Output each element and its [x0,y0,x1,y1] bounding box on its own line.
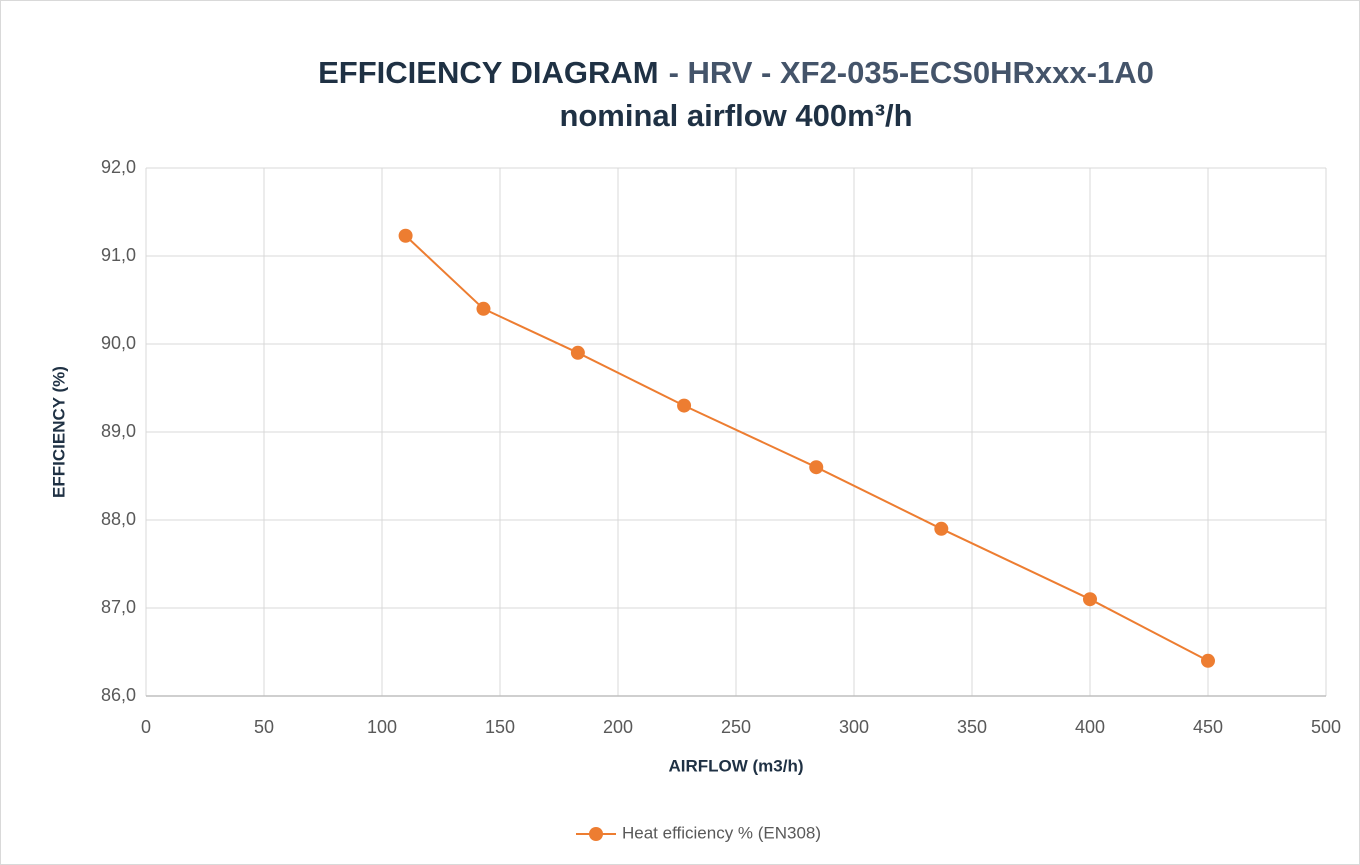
y-tick-label: 87,0 [101,597,136,617]
x-tick-label: 450 [1193,717,1223,737]
data-point [677,398,692,413]
legend-marker [589,827,603,841]
x-tick-label: 350 [957,717,987,737]
data-point [476,301,491,316]
y-tick-label: 91,0 [101,245,136,265]
title-detail: - HRV - XF2-035-ECS0HRxxx-1A0 [669,55,1154,90]
data-point [570,345,585,360]
series-line [404,235,1209,662]
chart-title: EFFICIENCY DIAGRAM - HRV - XF2-035-ECS0HR… [318,55,1154,90]
y-tick-label: 86,0 [101,685,136,705]
y-tick-label: 90,0 [101,333,136,353]
data-point [1201,653,1215,668]
x-tick-label: 100 [367,717,397,737]
x-tick-label: 150 [485,717,515,737]
x-tick-label: 400 [1075,717,1105,737]
data-point [809,460,824,475]
chart-subtitle: nominal airflow 400m³/h [559,98,912,133]
title-main: EFFICIENCY DIAGRAM [318,55,658,90]
y-axis-label: EFFICIENCY (%) [49,366,68,498]
x-tick-label: 500 [1311,717,1341,737]
y-tick-label: 92,0 [101,157,136,177]
x-tick-label: 300 [839,717,869,737]
legend-label: Heat efficiency % (EN308) [622,823,821,842]
x-tick-label: 0 [141,717,151,737]
x-axis-label: AIRFLOW (m3/h) [668,756,803,775]
data-point [398,228,413,243]
x-tick-label: 200 [603,717,633,737]
data-point [934,521,949,536]
x-tick-label: 250 [721,717,751,737]
y-tick-label: 88,0 [101,509,136,529]
data-point [1083,592,1097,607]
x-tick-label: 50 [254,717,274,737]
y-tick-label: 89,0 [101,421,136,441]
